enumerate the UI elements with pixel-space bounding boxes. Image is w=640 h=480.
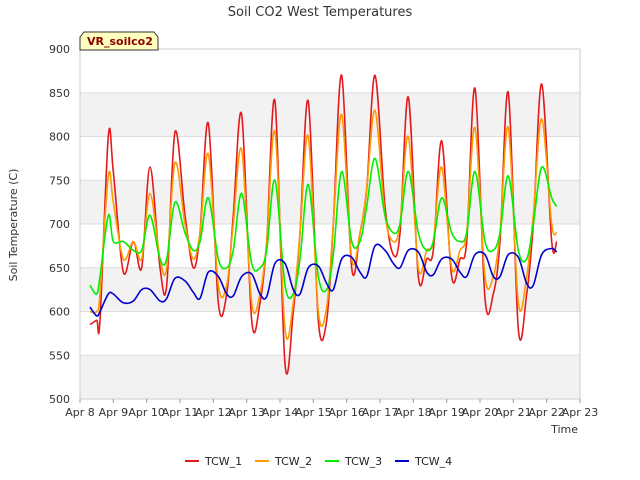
x-tick-label: Apr 17 <box>362 406 399 419</box>
x-tick-label: Apr 22 <box>528 406 565 419</box>
grid-band <box>80 180 580 224</box>
x-tick-label: Apr 15 <box>295 406 332 419</box>
y-axis-ticks: 500 550 600 650 700 750 800 850 900 <box>49 43 70 406</box>
x-tick-label: Apr 14 <box>262 406 299 419</box>
legend-label: TCW_4 <box>414 455 452 468</box>
x-tick-label: Apr 12 <box>195 406 232 419</box>
y-tick-label: 700 <box>49 218 70 231</box>
y-tick-label: 600 <box>49 306 70 319</box>
y-tick-label: 800 <box>49 131 70 144</box>
y-tick-label: 500 <box>49 393 70 406</box>
x-tick-label: Apr 11 <box>162 406 199 419</box>
series-line-tcw_2 <box>89 109 558 340</box>
y-tick-label: 650 <box>49 262 70 275</box>
badge-box <box>79 31 159 51</box>
x-tick-label: Apr 20 <box>462 406 499 419</box>
badge-label: VR_soilco2 <box>87 35 153 48</box>
grid-band <box>80 355 580 399</box>
legend: TCW_1 TCW_2 TCW_3 TCW_4 <box>185 455 452 468</box>
x-axis-title: Time <box>550 423 578 436</box>
x-tick-label: Apr 9 <box>99 406 129 419</box>
x-tick-label: Apr 23 <box>562 406 599 419</box>
x-tick-label: Apr 18 <box>395 406 432 419</box>
y-tick-label: 900 <box>49 43 70 56</box>
site-badge: VR_soilco2 <box>79 31 159 51</box>
legend-label: TCW_3 <box>344 455 382 468</box>
x-tick-label: Apr 21 <box>495 406 532 419</box>
legend-label: TCW_1 <box>204 455 242 468</box>
x-tick-label: Apr 13 <box>228 406 265 419</box>
x-tick-label: Apr 16 <box>328 406 365 419</box>
y-tick-label: 550 <box>49 349 70 362</box>
y-tick-label: 750 <box>49 174 70 187</box>
series-line-tcw_3 <box>89 157 558 300</box>
legend-label: TCW_2 <box>274 455 312 468</box>
y-tick-label: 850 <box>49 87 70 100</box>
plot-area <box>79 48 581 400</box>
series-lines <box>89 74 558 375</box>
grid-band <box>80 92 580 137</box>
x-tick-label: Apr 10 <box>128 406 165 419</box>
chart-title: Soil CO2 West Temperatures <box>228 5 413 20</box>
y-axis-title: Soil Temperature (C) <box>7 169 20 282</box>
x-tick-label: Apr 19 <box>428 406 465 419</box>
x-tick-label: Apr 8 <box>65 406 95 419</box>
series-line-tcw_4 <box>89 243 558 317</box>
